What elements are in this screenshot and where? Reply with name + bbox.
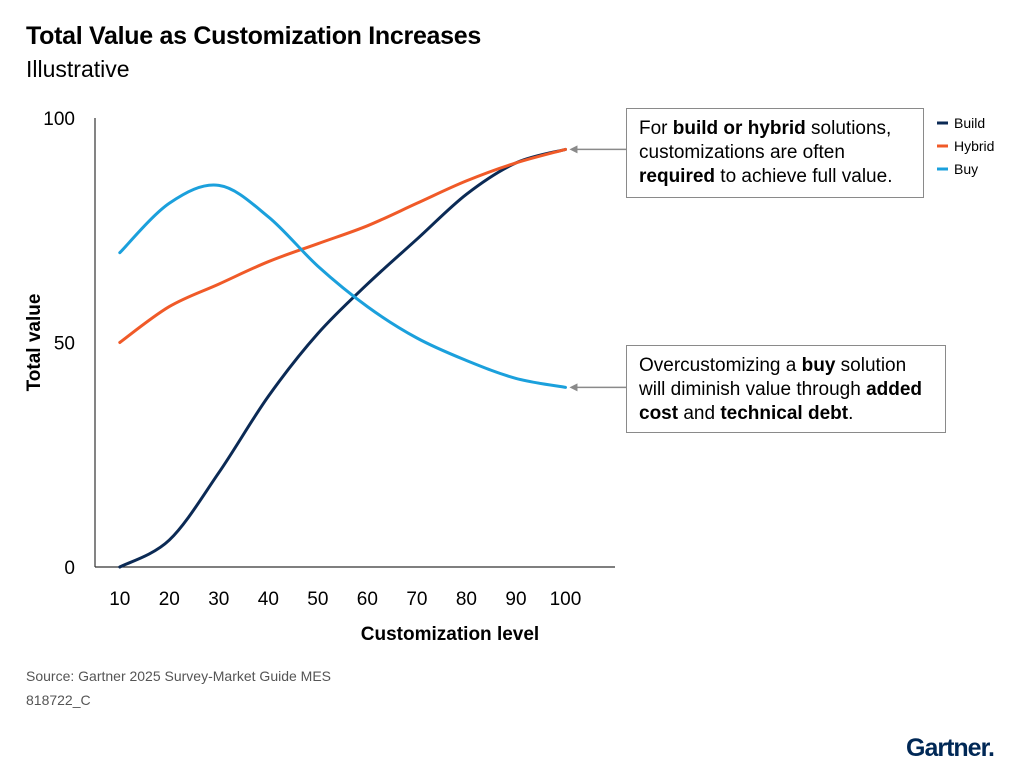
- series-line-hybrid: [118, 147, 567, 344]
- legend-label-hybrid: Hybrid: [954, 138, 994, 154]
- annotation-arrow-buy-head: [569, 383, 578, 392]
- x-axis-label: Customization level: [361, 624, 539, 645]
- x-tick-label-70: 70: [406, 589, 427, 610]
- y-tick-label-100: 100: [43, 109, 75, 130]
- series-line-buy: [118, 183, 567, 389]
- legend-label-buy: Buy: [954, 161, 978, 177]
- x-tick-label-10: 10: [109, 589, 130, 610]
- x-tick-label-90: 90: [505, 589, 526, 610]
- annotation-text: .: [848, 403, 854, 424]
- chart-title: Total Value as Customization Increases: [26, 22, 481, 50]
- annotation-text: required: [639, 166, 716, 187]
- gartner-logo: Gartner.: [906, 734, 995, 762]
- y-tick-label-50: 50: [54, 334, 75, 355]
- x-tick-label-60: 60: [357, 589, 378, 610]
- annotation-text: solutions, customizations are often: [639, 118, 892, 163]
- x-tick-label-30: 30: [208, 589, 229, 610]
- series-line-build: [118, 147, 567, 569]
- annotation-arrow-build-hybrid-head: [569, 145, 578, 154]
- annotation-text: solution will diminish value through: [639, 355, 907, 400]
- annotation-text: technical debt: [720, 403, 849, 424]
- annotation-buy: Overcustomizing a buy solution will dimi…: [626, 345, 946, 433]
- y-axis-label: Total value: [24, 294, 45, 392]
- annotation-text: build or hybrid: [672, 118, 806, 139]
- annotation-build-hybrid: For build or hybrid solutions, customiza…: [626, 108, 924, 198]
- annotation-text: to achieve full value.: [715, 166, 893, 187]
- y-tick-label-0: 0: [64, 558, 75, 579]
- annotation-text: added cost: [639, 379, 923, 424]
- x-tick-label-80: 80: [456, 589, 477, 610]
- chart-subtitle: Illustrative: [26, 56, 130, 82]
- source-note: Source: Gartner 2025 Survey-Market Guide…: [26, 668, 332, 684]
- annotation-text: Overcustomizing a: [639, 355, 802, 376]
- annotation-text: and: [678, 403, 721, 424]
- legend-label-build: Build: [954, 115, 985, 131]
- document-id: 818722_C: [26, 692, 91, 708]
- x-tick-label-40: 40: [258, 589, 279, 610]
- x-tick-label-50: 50: [307, 589, 328, 610]
- annotation-text: buy: [801, 355, 836, 376]
- x-tick-label-100: 100: [550, 589, 582, 610]
- annotation-text: For: [639, 118, 673, 139]
- x-tick-label-20: 20: [159, 589, 180, 610]
